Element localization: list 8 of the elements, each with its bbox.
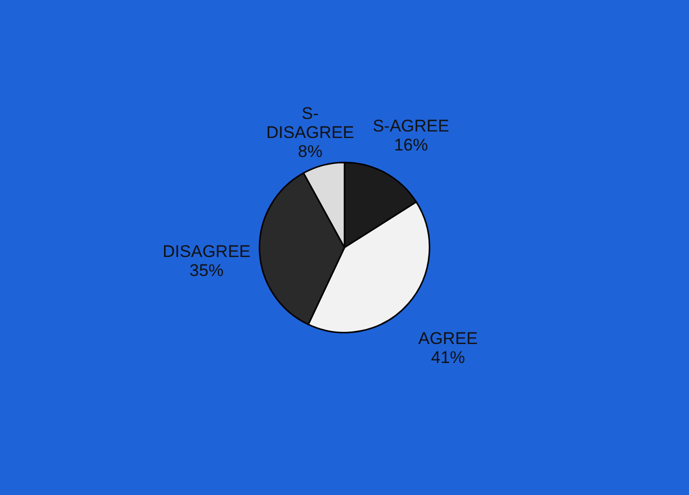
slice-label: S-DISAGREE — [266, 104, 354, 142]
data-label: 35% — [190, 260, 224, 280]
data-label: 8% — [298, 142, 322, 161]
slice-label: AGREE — [418, 328, 478, 348]
data-label: 16% — [394, 136, 428, 155]
slice-label: S-AGREE — [372, 116, 450, 136]
data-label: 41% — [431, 348, 466, 367]
slice-label: DISAGREE — [162, 242, 250, 261]
